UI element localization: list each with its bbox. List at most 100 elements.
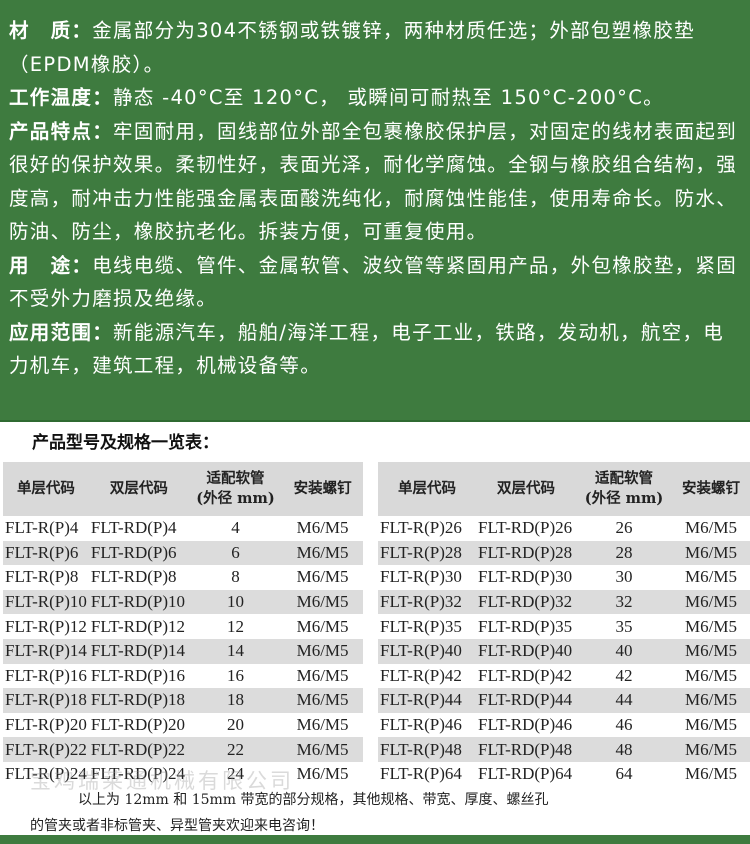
- table-cell: FLT-RD(P)40: [476, 638, 576, 664]
- header-hose-line2: (外径 mm): [196, 490, 275, 507]
- table-cell: 46: [615, 715, 633, 735]
- table-cell: M6/M5: [296, 518, 349, 538]
- table-cell: FLT-R(P)20: [5, 715, 87, 735]
- spec-panel: 材 质：金属部分为304不锈钢或铁镀锌，两种材质任选；外部包塑橡胶垫（EPDM橡…: [0, 0, 750, 422]
- table-cell: 42: [615, 665, 633, 685]
- table-cell: FLT-R(P)10: [3, 589, 89, 615]
- table-cell: M6/M5: [685, 616, 737, 636]
- table-row: FLT-R(P)10 FLT-RD(P)10 10 M6/M5: [3, 589, 363, 615]
- table-title: 产品型号及规格一览表：: [32, 433, 219, 453]
- spec-text: 静态 -40°C至 120°C， 或瞬间可耐热至 150°C-200°C。: [113, 86, 664, 109]
- table-row: FLT-R(P)12 FLT-RD(P)12 12 M6/M5: [3, 614, 363, 639]
- table-row: FLT-R(P)32 FLT-RD(P)32 32 M6/M5: [378, 589, 750, 615]
- table-cell: M6/M5: [672, 737, 750, 762]
- table-cell: FLT-RD(P)4: [90, 518, 177, 538]
- footnote-line-2: 的管夹或者非标管夹、异型管夹欢迎来电咨询！: [30, 817, 324, 834]
- footnote-line-1: 以上为 12mm 和 15mm 带宽的部分规格，其他规格、带宽、厚度、螺丝孔: [78, 791, 549, 808]
- table-cell: FLT-R(P)26: [380, 518, 462, 538]
- table-row: FLT-R(P)8 FLT-RD(P)8 8 M6/M5: [3, 565, 363, 590]
- table-cell: 12: [226, 616, 244, 636]
- table-cell: M6/M5: [296, 715, 349, 735]
- table-row: FLT-R(P)22 FLT-RD(P)22 22 M6/M5: [3, 737, 363, 762]
- bottom-bar: [0, 835, 750, 844]
- table-cell: 8: [231, 567, 240, 587]
- table-cell: 64: [615, 764, 633, 784]
- table-cell: FLT-RD(P)16: [90, 665, 186, 685]
- header-hose: 适配软管 (外径 mm): [188, 462, 283, 516]
- table-row: FLT-R(P)26 FLT-RD(P)26 26 M6/M5: [378, 516, 750, 541]
- table-row: FLT-R(P)18 FLT-RD(P)18 18 M6/M5: [3, 688, 363, 713]
- table-cell: FLT-R(P)8: [5, 567, 79, 587]
- table-row: FLT-R(P)46 FLT-RD(P)46 46 M6/M5: [378, 713, 750, 738]
- table-cell: FLT-RD(P)12: [90, 616, 186, 636]
- table-cell: FLT-R(P)6: [3, 540, 89, 566]
- table-row: FLT-R(P)6 FLT-RD(P)6 6 M6/M5: [3, 540, 363, 566]
- table-cell: FLT-RD(P)32: [476, 589, 576, 615]
- header-single-code: 单层代码: [3, 462, 89, 516]
- table-cell: FLT-RD(P)28: [476, 540, 576, 566]
- header-hose-line1: 适配软管: [595, 470, 653, 487]
- table-cell: FLT-R(P)35: [380, 616, 462, 636]
- header-screw: 安装螺钉: [282, 462, 363, 516]
- table-row: FLT-R(P)35 FLT-RD(P)35 35 M6/M5: [378, 614, 750, 639]
- table-cell: FLT-RD(P)24: [90, 764, 186, 784]
- table-cell: 22: [188, 737, 283, 762]
- spec-item: 材 质：金属部分为304不锈钢或铁镀锌，两种材质任选；外部包塑橡胶垫（EPDM橡…: [9, 14, 742, 81]
- spec-item: 用 途：电线电缆、管件、金属软管、波纹管等紧固用产品，外包橡胶垫，紧固不受外力磨…: [9, 249, 742, 316]
- table-cell: FLT-R(P)42: [380, 665, 462, 685]
- table-row: FLT-R(P)40 FLT-RD(P)40 40 M6/M5: [378, 638, 750, 664]
- table-cell: 10: [188, 589, 283, 615]
- table-row: FLT-R(P)28 FLT-RD(P)28 28 M6/M5: [378, 540, 750, 566]
- table-cell: FLT-RD(P)10: [88, 589, 189, 615]
- table-cell: M6/M5: [672, 638, 750, 664]
- header-screw: 安装螺钉: [672, 462, 750, 516]
- table-cell: FLT-R(P)46: [380, 715, 462, 735]
- table-row: FLT-R(P)64 FLT-RD(P)64 64 M6/M5: [378, 762, 750, 787]
- table-cell: 30: [615, 567, 633, 587]
- header-hose-line2: (外径 mm): [584, 490, 664, 507]
- table-cell: FLT-R(P)48: [378, 737, 476, 762]
- header-double-code: 双层代码: [476, 462, 576, 516]
- table-cell: 14: [188, 638, 283, 664]
- table-cell: FLT-RD(P)44: [476, 688, 576, 713]
- spec-label: 工作温度：: [9, 86, 114, 109]
- table-cell: FLT-R(P)16: [5, 665, 87, 685]
- table-cell: FLT-RD(P)64: [478, 764, 573, 784]
- table-cell: 20: [226, 715, 244, 735]
- table-cell: 24: [226, 764, 244, 784]
- table-row: FLT-R(P)24 FLT-RD(P)24 24 M6/M5: [3, 762, 363, 787]
- table-cell: FLT-RD(P)18: [88, 688, 189, 713]
- spec-item: 工作温度：静态 -40°C至 120°C， 或瞬间可耐热至 150°C-200°…: [9, 81, 742, 115]
- table-cell: 18: [188, 688, 283, 713]
- table-cell: FLT-R(P)28: [378, 540, 476, 566]
- table-cell: FLT-RD(P)46: [478, 715, 573, 735]
- table-cell: FLT-RD(P)30: [478, 567, 573, 587]
- table-cell: M6/M5: [296, 665, 349, 685]
- table-cell: M6/M5: [672, 589, 750, 615]
- table-header: 单层代码 双层代码 适配软管 (外径 mm) 安装螺钉: [378, 462, 750, 516]
- table-cell: FLT-R(P)22: [3, 737, 89, 762]
- header-hose-line1: 适配软管: [206, 470, 265, 487]
- spec-label: 应用范围：: [9, 320, 114, 344]
- table-cell: FLT-R(P)32: [378, 589, 476, 615]
- table-cell: FLT-R(P)14: [3, 638, 89, 664]
- table-cell: FLT-RD(P)35: [478, 616, 573, 636]
- table-cell: FLT-R(P)18: [3, 688, 89, 713]
- table-cell: M6/M5: [296, 567, 349, 587]
- spec-item: 产品特点：牢固耐用，固线部位外部全包裹橡胶保护层，对固定的线材表面起到很好的保护…: [9, 115, 742, 249]
- table-row: FLT-R(P)48 FLT-RD(P)48 48 M6/M5: [378, 737, 750, 762]
- table-cell: M6/M5: [685, 518, 737, 538]
- watermark: 宝鸡瑞莱通机械有限公司: [30, 769, 294, 793]
- spec-label: 材 质：: [9, 19, 93, 42]
- table-cell: FLT-RD(P)8: [90, 567, 177, 587]
- table-cell: FLT-R(P)12: [5, 616, 87, 636]
- header-hose: 适配软管 (外径 mm): [576, 462, 672, 516]
- table-row: FLT-R(P)42 FLT-RD(P)42 42 M6/M5: [378, 664, 750, 689]
- table-cell: M6/M5: [282, 638, 363, 664]
- table-cell: FLT-R(P)4: [5, 518, 79, 538]
- spec-table-right: 单层代码 双层代码 适配软管 (外径 mm) 安装螺钉 FLT-R(P)26 FLT-…: [378, 462, 750, 787]
- table-cell: FLT-R(P)30: [380, 567, 462, 587]
- footnote: 以上为 12mm 和 15mm 带宽的部分规格，其他规格、带宽、厚度、螺丝孔 的…: [0, 787, 750, 839]
- table-row: FLT-R(P)16 FLT-RD(P)16 16 M6/M5: [3, 664, 363, 689]
- table-cell: FLT-RD(P)26: [478, 518, 573, 538]
